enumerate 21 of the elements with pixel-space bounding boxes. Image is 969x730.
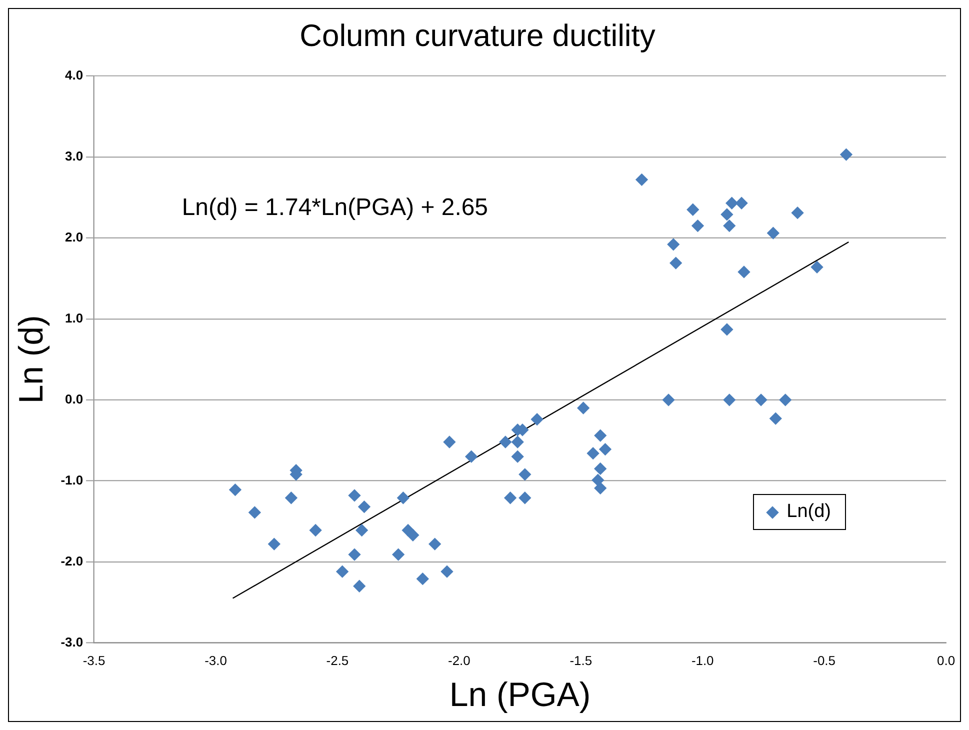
y-tick-label: 1.0 — [65, 310, 84, 326]
x-tick-label: -2.5 — [326, 653, 349, 668]
y-tick-label: 0.0 — [65, 391, 84, 406]
x-axis-title: Ln (PGA) — [449, 676, 591, 714]
x-tick-label: -0.5 — [813, 653, 836, 668]
y-axis-title: Ln (d) — [12, 315, 51, 404]
x-tick-label: -2.0 — [448, 653, 470, 668]
legend-label: Ln(d) — [786, 501, 831, 523]
x-tick-label: 0.0 — [937, 653, 956, 668]
x-tick-label: -1.0 — [691, 653, 714, 668]
x-tick-label: -1.5 — [570, 653, 592, 668]
chart-title: Column curvature ductility — [300, 18, 656, 54]
annotation: Ln(d) = 1.74*Ln(PGA) + 2.65 — [182, 194, 488, 222]
y-tick-label: 2.0 — [65, 230, 84, 245]
y-tick-label: -1.0 — [60, 472, 84, 488]
x-tick-label: -3.5 — [82, 653, 106, 668]
x-tick-label: -3.0 — [204, 653, 227, 668]
y-tick-label: 3.0 — [65, 148, 84, 164]
y-tick-label: -2.0 — [60, 553, 84, 568]
y-tick-label: 4.0 — [65, 68, 84, 83]
y-tick-label: -3.0 — [60, 634, 84, 650]
